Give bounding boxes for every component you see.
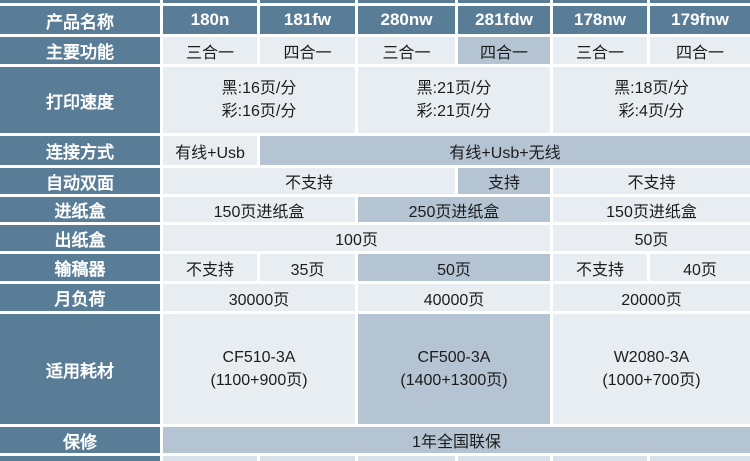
- monthly-duty-cell: 30000页: [163, 284, 355, 311]
- main-function-cell: 三合一: [163, 37, 257, 64]
- monthly-duty-cell: 20000页: [553, 284, 750, 311]
- product-name-180n: 180n: [163, 6, 257, 34]
- document-feeder-cell: 35页: [260, 254, 355, 281]
- product-name-281fdw: 281fdw: [458, 6, 550, 34]
- product-name-181fw: 181fw: [260, 6, 355, 34]
- consumables-cell: CF510-3A (1100+900页): [163, 314, 355, 424]
- table-top-edge: [458, 0, 550, 3]
- input-tray-cell-highlighted: 250页进纸盒: [358, 197, 550, 222]
- document-feeder-cell: 不支持: [163, 254, 257, 281]
- document-feeder-cell-highlighted: 50页: [358, 254, 550, 281]
- table-bottom-edge: [553, 456, 647, 461]
- row-label-connectivity: 连接方式: [0, 136, 160, 165]
- consumables-cell-highlighted: CF500-3A (1400+1300页): [358, 314, 550, 424]
- table-top-edge: [0, 0, 160, 3]
- monthly-duty-cell: 40000页: [358, 284, 550, 311]
- table-bottom-edge: [458, 456, 550, 461]
- table-top-edge: [650, 0, 750, 3]
- table-bottom-edge: [163, 456, 257, 461]
- row-label-main-function: 主要功能: [0, 37, 160, 64]
- row-label-consumables: 适用耗材: [0, 314, 160, 424]
- product-name-179fnw: 179fnw: [650, 6, 750, 34]
- row-label-auto-duplex: 自动双面: [0, 168, 160, 194]
- main-function-cell: 三合一: [553, 37, 647, 64]
- input-tray-cell: 150页进纸盒: [163, 197, 355, 222]
- row-label-monthly-duty: 月负荷: [0, 284, 160, 311]
- auto-duplex-cell: 不支持: [553, 168, 750, 194]
- main-function-cell: 四合一: [260, 37, 355, 64]
- output-tray-cell: 50页: [553, 225, 750, 251]
- print-speed-cell: 黑:18页/分 彩:4页/分: [553, 67, 750, 133]
- output-tray-cell: 100页: [163, 225, 550, 251]
- row-label-warranty: 保修: [0, 427, 160, 453]
- row-label-print-speed: 打印速度: [0, 67, 160, 133]
- input-tray-cell: 150页进纸盒: [553, 197, 750, 222]
- connectivity-cell-highlighted: 有线+Usb+无线: [260, 136, 750, 165]
- table-bottom-edge: [358, 456, 455, 461]
- product-name-178nw: 178nw: [553, 6, 647, 34]
- auto-duplex-cell-highlighted: 支持: [458, 168, 550, 194]
- connectivity-cell: 有线+Usb: [163, 136, 257, 165]
- auto-duplex-cell: 不支持: [163, 168, 455, 194]
- main-function-cell: 四合一: [650, 37, 750, 64]
- table-bottom-edge: [0, 456, 160, 461]
- table-bottom-edge: [260, 456, 355, 461]
- table-top-edge: [358, 0, 455, 3]
- row-label-input-tray: 进纸盒: [0, 197, 160, 222]
- main-function-cell: 三合一: [358, 37, 455, 64]
- row-label-output-tray: 出纸盒: [0, 225, 160, 251]
- document-feeder-cell: 不支持: [553, 254, 647, 281]
- table-bottom-edge: [650, 456, 750, 461]
- consumables-cell: W2080-3A (1000+700页): [553, 314, 750, 424]
- print-speed-cell: 黑:16页/分 彩:16页/分: [163, 67, 355, 133]
- table-top-edge: [553, 0, 647, 3]
- warranty-cell: 1年全国联保: [163, 427, 750, 453]
- row-label-product-name: 产品名称: [0, 6, 160, 34]
- table-top-edge: [163, 0, 257, 3]
- print-speed-cell: 黑:21页/分 彩:21页/分: [358, 67, 550, 133]
- document-feeder-cell: 40页: [650, 254, 750, 281]
- row-label-document-feeder: 输稿器: [0, 254, 160, 281]
- table-top-edge: [260, 0, 355, 3]
- product-name-280nw: 280nw: [358, 6, 455, 34]
- main-function-cell-highlighted: 四合一: [458, 37, 550, 64]
